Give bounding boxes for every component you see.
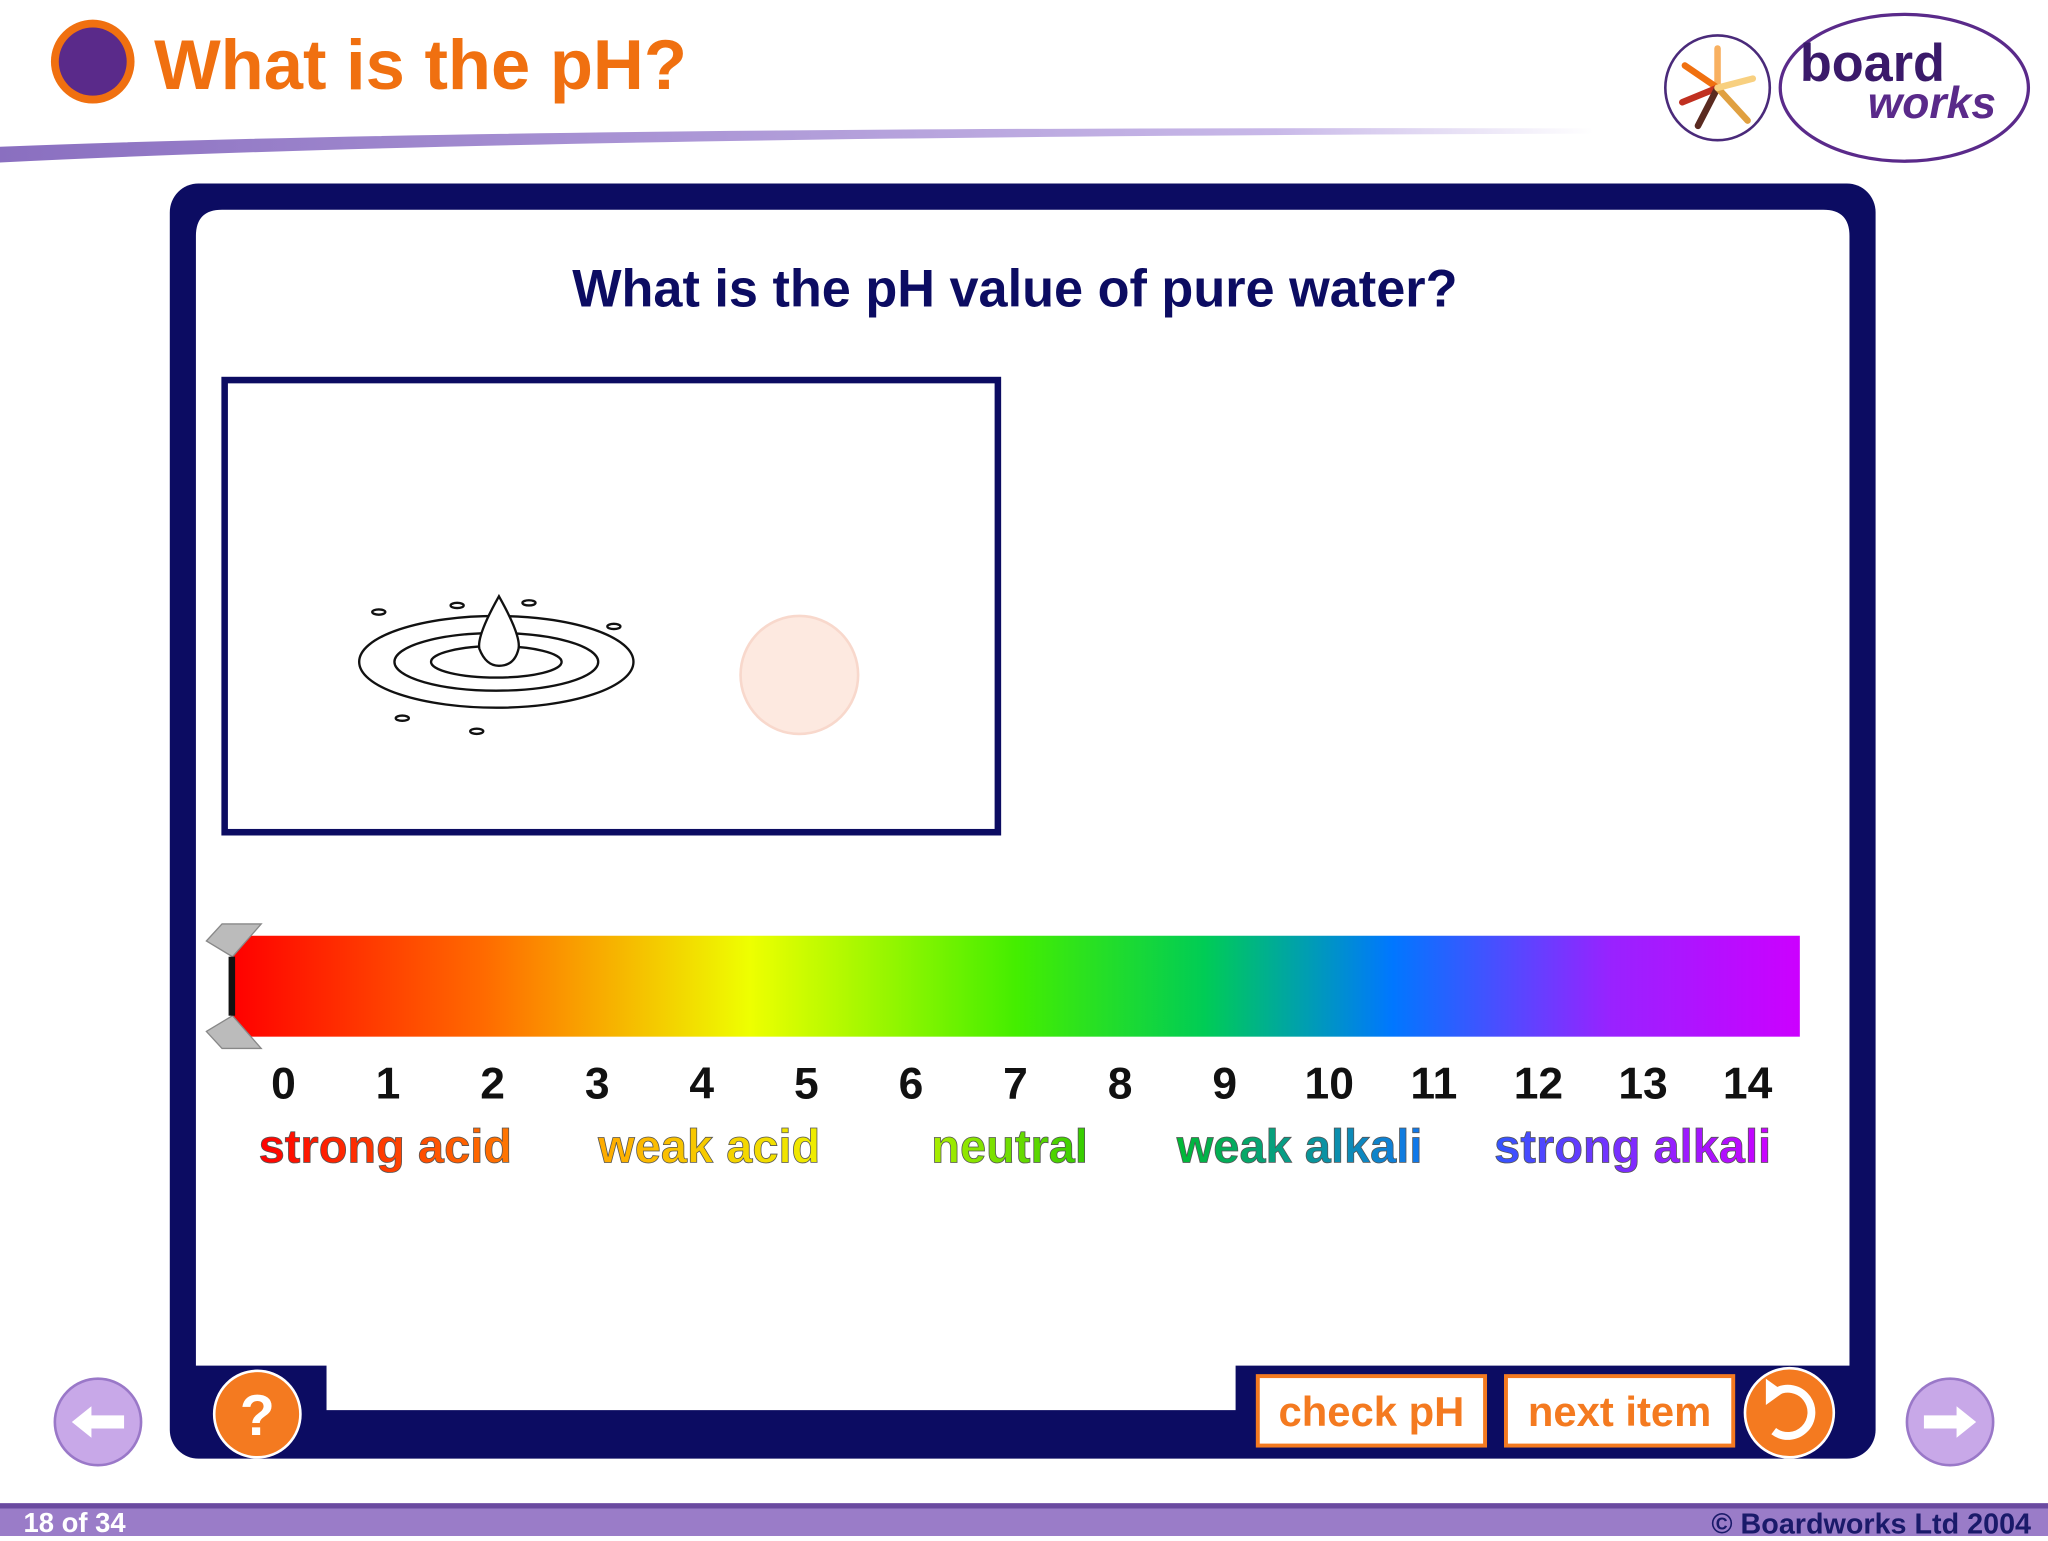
ph-category: neutral	[931, 1119, 1088, 1172]
slider[interactable]	[205, 923, 263, 1050]
ph-scale-bar	[232, 935, 1800, 1037]
help-label[interactable]: ?	[240, 1384, 275, 1448]
ph-number: 1	[376, 1059, 401, 1108]
ph-category: weak alkali	[1176, 1119, 1423, 1172]
ph-number: 8	[1108, 1059, 1133, 1108]
ph-number: 11	[1410, 1059, 1457, 1108]
title: What is the pH?	[154, 25, 687, 104]
ph-number: 6	[899, 1059, 924, 1108]
question: What is the pH value of pure water?	[572, 261, 1457, 319]
title-icon-inner	[58, 27, 127, 96]
next-label[interactable]: next item	[1528, 1388, 1711, 1435]
ph-number: 14	[1723, 1059, 1773, 1108]
ph-number: 12	[1514, 1059, 1563, 1108]
logo: board works	[1663, 12, 2031, 163]
ph-number: 0	[271, 1059, 296, 1108]
page-number: 18 of 34	[24, 1507, 127, 1536]
check-label[interactable]: check pH	[1279, 1388, 1465, 1435]
logo-text: works	[1868, 79, 1996, 128]
ph-category: strong alkali	[1494, 1119, 1771, 1172]
footer-bar	[0, 1503, 2048, 1536]
ph-number: 7	[1003, 1059, 1028, 1108]
ph-category: weak acid	[597, 1119, 820, 1172]
copyright: © Boardworks Ltd 2004	[1711, 1508, 2031, 1536]
ph-number: 4	[689, 1059, 714, 1108]
ph-number: 3	[585, 1059, 610, 1108]
water-drop	[358, 593, 635, 736]
sample-box	[221, 376, 1002, 836]
ph-number: 2	[480, 1059, 505, 1108]
ph-number: 10	[1305, 1059, 1354, 1108]
ph-number: 13	[1618, 1059, 1667, 1108]
next-button[interactable]: next item	[1504, 1374, 1736, 1448]
prev-slide[interactable]	[53, 1377, 143, 1467]
logo-text: board	[1800, 35, 1945, 93]
footer-rule	[0, 1503, 2048, 1509]
help-button[interactable]: ?	[212, 1369, 302, 1459]
indicator-spot	[739, 614, 860, 736]
check-button[interactable]: check pH	[1255, 1374, 1488, 1448]
ph-category: strong acid	[259, 1119, 512, 1172]
reset-button[interactable]	[1743, 1366, 1836, 1459]
header-rule	[0, 128, 1594, 163]
ph-number: 5	[794, 1059, 819, 1108]
next-slide[interactable]	[1905, 1377, 1995, 1467]
ph-number: 9	[1212, 1059, 1237, 1108]
